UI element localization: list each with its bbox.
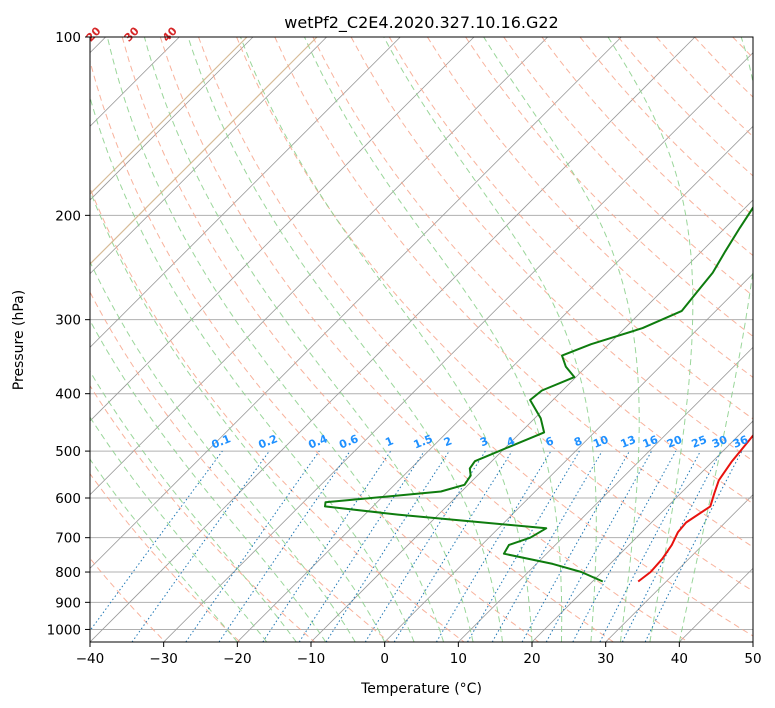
moist-adiabat-line (304, 37, 563, 642)
isotherm-line (90, 37, 254, 201)
isotherm-line (531, 420, 753, 642)
y-tick-label: 300 (55, 313, 81, 329)
moist-adiabat-line (90, 319, 327, 642)
isotherm-line (384, 273, 753, 642)
isotherm-line (90, 37, 401, 348)
moist-adiabat-line (90, 416, 268, 642)
x-tick-label: 40 (671, 651, 688, 667)
moist-adiabat-line (607, 37, 694, 642)
y-tick-label: 900 (55, 595, 81, 611)
x-tick-label: 30 (597, 651, 614, 667)
mixing-ratio-line (325, 450, 450, 642)
dry-adiabat-line (198, 37, 753, 637)
isotherm-line (90, 37, 475, 422)
dry-adiabat-line (90, 186, 465, 642)
dewpoint-profile-line (324, 205, 753, 583)
x-tick-label: 0 (380, 651, 389, 667)
dry-adiabat-line (90, 384, 316, 642)
moist-adiabat-line (106, 37, 445, 642)
y-tick-label: 1000 (47, 622, 81, 638)
isotherm-line (90, 37, 327, 275)
mixing-ratio-label: 13 (619, 433, 638, 451)
y-tick-label: 500 (55, 444, 81, 460)
mixing-ratio-label: 20 (665, 433, 684, 451)
plot-frame (89, 36, 754, 643)
x-tick-label: −10 (297, 651, 326, 667)
isotherm-line (163, 52, 753, 642)
y-tick-label: 100 (55, 30, 81, 46)
moist-adiabat-line (90, 260, 356, 642)
moist-adiabat-line (240, 37, 533, 642)
y-tick-label: 800 (55, 565, 81, 581)
x-tick-label: −20 (223, 651, 252, 667)
x-tick-label: 20 (523, 651, 540, 667)
moist-adiabat-line (483, 37, 640, 642)
y-axis-label: Pressure (hPa) (11, 290, 27, 390)
mixing-ratio-line (644, 450, 743, 642)
mixing-ratio-line (572, 450, 677, 642)
chart-title: wetPf2_C2E4.2020.327.10.16.G22 (284, 13, 558, 33)
profile-lines (324, 205, 753, 583)
mixing-ratio-line (521, 450, 630, 642)
moist-adiabat-line (90, 458, 238, 642)
isotherm-line (90, 37, 696, 642)
moist-adiabat-line (90, 370, 297, 642)
isotherm-line (90, 37, 622, 569)
x-tick-label: 50 (744, 651, 761, 667)
y-tick-label: 700 (55, 531, 81, 547)
background-lines (90, 37, 753, 642)
mixing-ratio-line (298, 450, 425, 642)
temperature-profile-line (637, 434, 753, 583)
mixing-ratio-label: 25 (690, 433, 709, 451)
dry-adiabat-line (159, 37, 689, 642)
mixing-ratio-line (131, 450, 270, 642)
mixing-ratio-line (262, 450, 392, 642)
mixing-ratio-label: 36 (731, 433, 750, 451)
dry-adiabat-line (388, 37, 753, 420)
dry-adiabat-line (121, 37, 614, 642)
mixing-ratio-line (545, 450, 653, 642)
x-tick-label: −40 (76, 651, 105, 667)
mixing-ratio-label: 3 (478, 434, 490, 449)
mixing-ratio-line (90, 450, 223, 632)
dry-adiabat-line (90, 557, 166, 642)
mixing-ratio-label: 30 (710, 433, 729, 451)
y-tick-label: 200 (55, 208, 81, 224)
isotherm-line (237, 125, 753, 642)
isotherm-line (605, 494, 753, 642)
mixing-ratio-label: 2 (442, 434, 454, 449)
dry-adiabat-line (274, 37, 753, 548)
mixing-ratio-line (218, 450, 351, 642)
mixing-ratio-line (185, 450, 320, 642)
isotherm-line (90, 37, 548, 496)
mixing-ratio-label: 8 (572, 434, 584, 449)
x-tick-label: −30 (149, 651, 178, 667)
moist-adiabat-line (678, 37, 753, 642)
moist-adiabat-line (90, 189, 386, 642)
mixing-ratio-label: 16 (641, 433, 660, 451)
x-tick-label: 10 (450, 651, 467, 667)
dry-adiabat-line (90, 59, 540, 642)
moist-adiabat-line (383, 37, 597, 642)
moist-adiabat-line (143, 37, 474, 642)
y-tick-label: 600 (55, 491, 81, 507)
y-axis-ticks: 100 200 300 400 500 600 700 800 900 1000 (47, 30, 90, 638)
x-axis-label: Temperature (°C) (360, 681, 482, 697)
isotherm-line (310, 199, 753, 642)
mixing-ratio-label: 1 (383, 434, 395, 449)
moist-adiabat-line (90, 95, 415, 642)
dry-adiabat-line (426, 37, 753, 378)
mixing-ratio-label: 10 (591, 433, 610, 451)
x-axis-ticks: −40 −30 −20 −10 0 10 20 30 40 50 (76, 642, 762, 667)
y-tick-label: 400 (55, 387, 81, 403)
mixing-ratio-line (393, 450, 513, 642)
